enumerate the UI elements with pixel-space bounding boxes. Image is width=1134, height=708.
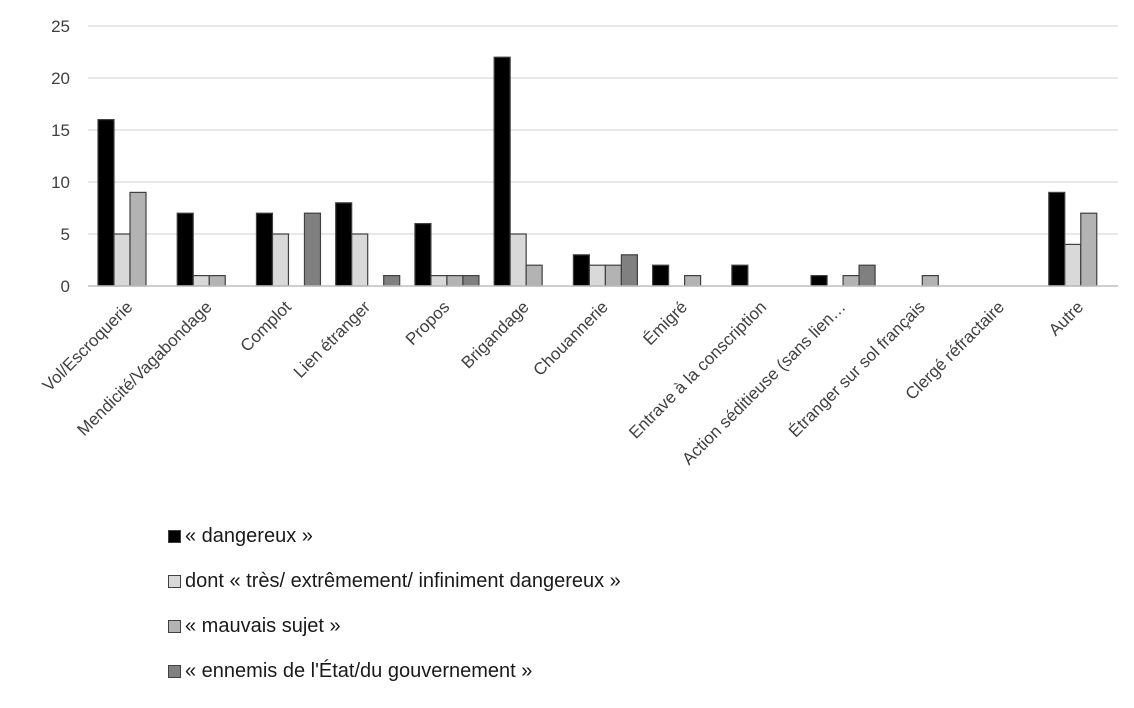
x-category-label: Émigré [640, 297, 692, 349]
bar [1048, 191, 1066, 287]
x-category-label: Chouannerie [530, 297, 612, 379]
bar [858, 264, 876, 287]
bar [620, 254, 638, 287]
bar [303, 212, 322, 287]
legend-item-dangereux: « dangereux » [168, 525, 621, 547]
legend-label: « ennemis de l'État/du gouvernement » [185, 659, 533, 682]
y-tick-label: 20 [51, 69, 70, 88]
bar [129, 191, 147, 287]
bar [525, 264, 543, 287]
bar [842, 275, 860, 287]
bar [921, 275, 939, 287]
y-tick-label: 5 [61, 225, 70, 244]
bar [509, 233, 527, 287]
x-category-label: Lien étranger [290, 297, 375, 382]
y-tick-label: 10 [51, 173, 70, 192]
bar [493, 56, 511, 287]
bar [462, 275, 480, 287]
bar [192, 275, 210, 287]
bar [351, 233, 369, 287]
x-category-label: Action séditieuse (sans lien… [678, 297, 849, 468]
y-tick-label: 25 [51, 17, 70, 36]
bar [255, 212, 274, 287]
bar [572, 254, 590, 287]
legend-label: « dangereux » [185, 524, 313, 547]
legend-item-tres-dangereux: dont « très/ extrêmement/ infiniment dan… [168, 570, 621, 592]
legend-swatch [168, 619, 181, 633]
bar [271, 233, 290, 287]
x-category-label: Propos [402, 297, 454, 349]
y-tick-label: 15 [51, 121, 70, 140]
bar [652, 264, 670, 287]
gridlines [88, 25, 1118, 235]
x-category-label: Autre [1045, 297, 1087, 339]
x-category-label: Mendicité/Vagabondage [73, 297, 215, 439]
y-tick-label: 0 [61, 277, 70, 296]
bar [414, 223, 432, 287]
bar [97, 118, 115, 287]
bar [446, 275, 464, 287]
bar [208, 275, 226, 287]
y-axis-ticks: 0 5 10 15 20 25 [51, 17, 70, 296]
legend-label: dont « très/ extrêmement/ infiniment dan… [185, 569, 621, 592]
bar [335, 202, 353, 287]
bar [113, 233, 131, 287]
bar-chart: 0 5 10 15 20 25 Vol/EscroquerieMendicité/Vaga… [39, 17, 1118, 469]
legend: « dangereux » dont « très/ extrêmement/ … [168, 525, 621, 705]
bar [731, 264, 749, 287]
legend-swatch [168, 574, 181, 588]
legend-item-mauvais-sujet: « mauvais sujet » [168, 615, 621, 637]
legend-item-ennemis: « ennemis de l'État/du gouvernement » [168, 660, 621, 682]
bar [1064, 243, 1082, 287]
x-category-label: Brigandage [458, 297, 533, 372]
bar [810, 275, 828, 287]
bar [604, 264, 622, 287]
legend-swatch [168, 529, 181, 543]
bar [1080, 212, 1098, 287]
bar [176, 212, 194, 287]
legend-swatch [168, 664, 181, 678]
bar [588, 264, 606, 287]
x-category-label: Entrave à la conscription [625, 297, 770, 442]
legend-label: « mauvais sujet » [185, 614, 341, 637]
bar [684, 275, 702, 287]
x-category-label: Complot [237, 297, 295, 355]
x-category-label: Étranger sur sol français [785, 297, 929, 441]
bar [430, 275, 448, 287]
bars [97, 56, 1098, 287]
bar [383, 275, 401, 287]
